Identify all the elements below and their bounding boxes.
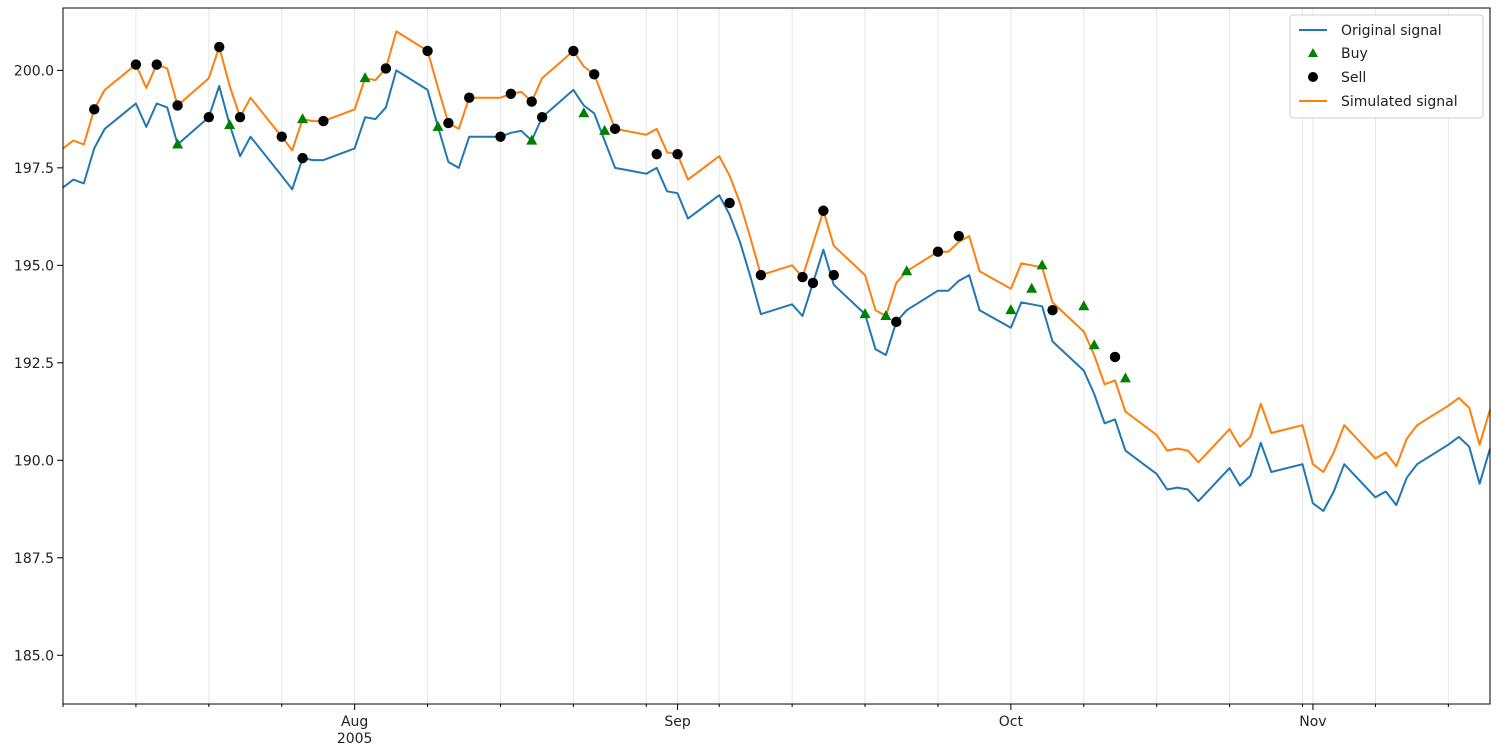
sell-marker: [797, 271, 808, 283]
buy-marker: [224, 118, 236, 129]
sell-marker: [130, 59, 142, 70]
sell-marker: [203, 111, 215, 123]
plot-frame: [62, 7, 1491, 705]
x-tick-label: Sep: [664, 714, 691, 730]
sell-marker: [495, 131, 506, 142]
original-signal-line: [62, 69, 1491, 512]
sell-marker: [891, 316, 902, 328]
y-tick-label: 197.5: [14, 161, 54, 177]
buy-marker: [1036, 259, 1048, 270]
sell-marker: [589, 69, 600, 80]
sell-marker: [443, 117, 454, 129]
legend-swatch-buy: [1308, 48, 1318, 57]
y-tick-label: 190.0: [14, 453, 54, 469]
buy-marker: [359, 72, 371, 83]
sell-marker: [318, 115, 329, 127]
sell-marker: [89, 104, 100, 115]
buy-marker: [172, 138, 184, 149]
sell-marker: [818, 205, 829, 216]
sell-marker: [1109, 351, 1121, 363]
series-lines: [62, 30, 1491, 512]
sell-marker: [172, 100, 183, 111]
sell-marker: [422, 45, 433, 57]
x-tick-label: Oct: [999, 714, 1024, 730]
sell-marker: [1047, 304, 1058, 316]
sell-marker: [464, 92, 475, 103]
buy-marker: [1088, 339, 1100, 350]
grid-lines: [62, 8, 1449, 704]
simulated-signal-line: [62, 30, 1491, 473]
sell-marker: [276, 131, 287, 142]
buy-marker: [859, 308, 871, 319]
y-tick-label: 195.0: [14, 258, 54, 274]
sell-marker: [526, 96, 537, 107]
buy-marker: [1005, 304, 1017, 315]
legend-label-buy: Buy: [1341, 46, 1368, 62]
sell-marker: [828, 269, 839, 281]
buy-marker: [432, 120, 444, 131]
series-markers: [89, 41, 1131, 383]
sell-marker: [651, 149, 662, 160]
sell-marker: [214, 41, 225, 53]
sell-marker: [672, 149, 683, 160]
legend: Original signal Buy Sell Simulated signa…: [1289, 14, 1484, 119]
y-tick-label: 200.0: [14, 63, 54, 79]
buy-marker: [901, 265, 913, 276]
sell-marker: [807, 277, 819, 289]
buy-marker: [1119, 372, 1131, 383]
sell-marker: [609, 123, 621, 135]
buy-marker: [880, 310, 892, 321]
buy-marker: [526, 134, 538, 145]
buy-marker: [599, 124, 611, 135]
buy-marker: [1026, 282, 1038, 293]
buy-marker: [578, 107, 590, 118]
legend-label-simulated: Simulated signal: [1341, 94, 1458, 110]
buy-marker: [297, 113, 309, 124]
y-axis: 185.0 187.5 190.0 192.5 195.0 197.5 200.0: [14, 63, 63, 664]
legend-swatch-sell: [1308, 72, 1318, 82]
sell-marker: [505, 88, 517, 99]
buy-marker: [1078, 300, 1090, 311]
legend-box: [1289, 14, 1484, 119]
y-tick-label: 187.5: [14, 551, 54, 567]
legend-label-original: Original signal: [1341, 23, 1442, 39]
sell-marker: [151, 59, 162, 70]
y-tick-label: 192.5: [14, 356, 54, 372]
sell-marker: [755, 269, 767, 281]
sell-marker: [932, 246, 944, 257]
sell-marker: [568, 45, 579, 57]
legend-label-sell: Sell: [1341, 70, 1366, 86]
sell-marker: [536, 111, 548, 123]
sell-marker: [953, 230, 964, 242]
sell-marker: [297, 152, 308, 164]
sell-marker: [724, 197, 735, 209]
sell-marker: [234, 111, 246, 123]
y-tick-label: 185.0: [14, 648, 54, 664]
x-tick-label: Nov: [1299, 714, 1326, 730]
sell-marker: [380, 63, 392, 74]
x-tick-sublabel: 2005: [337, 731, 373, 746]
x-tick-label: Aug: [341, 714, 368, 730]
